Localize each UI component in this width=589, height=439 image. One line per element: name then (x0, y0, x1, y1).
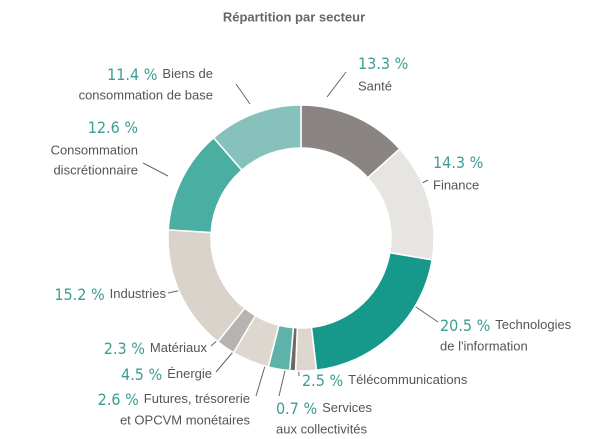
category-label: Énergie (167, 366, 212, 381)
category-label: Futures, trésorerie (144, 391, 250, 406)
label: 0.7 % Services (276, 399, 372, 418)
label: 2.5 % Télécommunications (302, 371, 468, 390)
label: 14.3 % (433, 153, 483, 172)
value-label: 2.6 % (98, 390, 139, 409)
value-label: 0.7 % (276, 399, 317, 418)
category-label: Santé (358, 78, 392, 93)
value-label: 11.4 % (107, 65, 157, 84)
category-label: consommation de base (79, 87, 213, 102)
category-label: Finance (433, 177, 479, 192)
value-label: 2.3 % (104, 339, 145, 358)
category-label: Biens de (162, 66, 213, 81)
label: 11.4 % Biens de (107, 65, 213, 84)
category-label: Consommation (51, 142, 138, 157)
value-label: 12.6 % (88, 118, 138, 137)
category-label: Technologies (495, 317, 571, 332)
category-label: discrétionnaire (53, 162, 138, 177)
value-label: 14.3 % (433, 153, 483, 172)
category-label: et OPCVM monétaires (120, 412, 251, 427)
label: 20.5 % Technologies (440, 316, 572, 335)
label: 2.6 % Futures, trésorerie (98, 390, 250, 409)
label: 4.5 % Énergie (121, 365, 212, 384)
value-label: 2.5 % (302, 371, 343, 390)
label: 12.6 % (88, 118, 138, 137)
chart-title: Répartition par secteur (223, 9, 365, 24)
category-label: de l'information (440, 338, 528, 353)
category-label: Services (322, 400, 372, 415)
category-label: Industries (110, 286, 167, 301)
slice (212, 104, 302, 172)
category-label: Matériaux (150, 340, 208, 355)
slice (310, 251, 434, 371)
label: 13.3 % (358, 54, 408, 73)
category-label: aux collectivités (276, 421, 368, 436)
value-label: 13.3 % (358, 54, 408, 73)
value-label: 15.2 % (54, 285, 104, 304)
value-label: 4.5 % (121, 365, 162, 384)
category-label: Télécommunications (348, 372, 468, 387)
label: 2.3 % Matériaux (104, 339, 208, 358)
value-label: 20.5 % (440, 316, 490, 335)
label: 15.2 % Industries (54, 285, 166, 304)
